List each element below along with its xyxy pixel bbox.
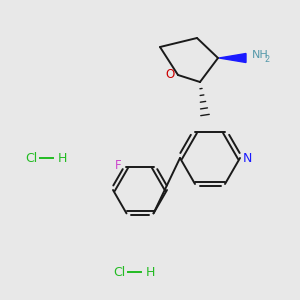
Text: F: F xyxy=(115,159,122,172)
Text: H: H xyxy=(146,266,155,278)
Text: H: H xyxy=(58,152,68,164)
Text: NH: NH xyxy=(252,50,269,60)
Text: O: O xyxy=(165,68,175,82)
Text: Cl: Cl xyxy=(25,152,37,164)
Polygon shape xyxy=(219,53,246,62)
Text: 2: 2 xyxy=(264,55,269,64)
Text: N: N xyxy=(242,152,252,164)
Text: Cl: Cl xyxy=(113,266,125,278)
